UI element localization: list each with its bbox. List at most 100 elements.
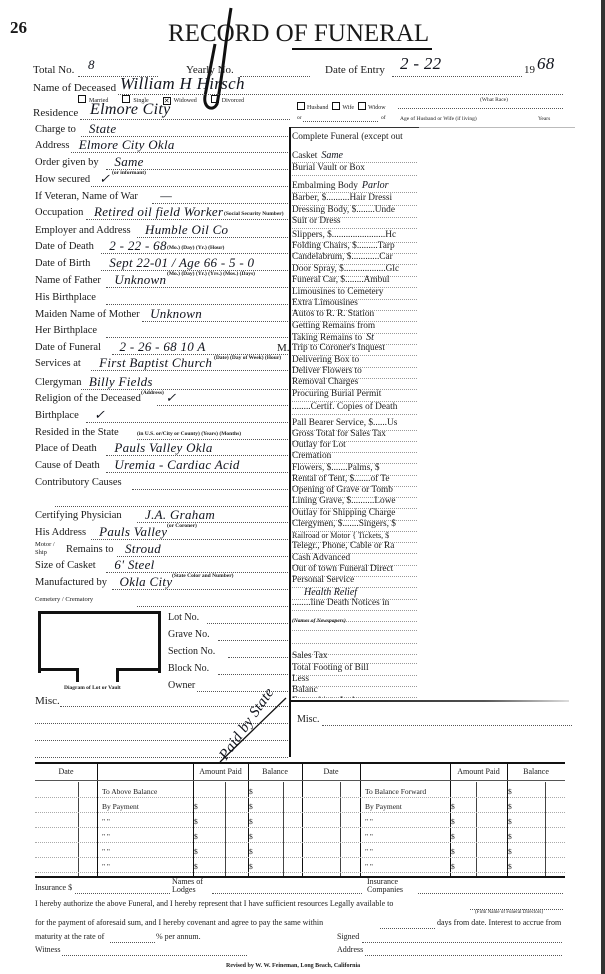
field-label-manufactured-by: Manufactured by — [35, 577, 108, 588]
lot-field-line — [217, 640, 288, 641]
currency-sign: $ — [451, 802, 455, 811]
field-label-birthplace: Birthplace — [35, 410, 79, 421]
charge-item-label: Taking Remains to — [292, 333, 363, 343]
field-line-cemetery-crematory — [137, 606, 288, 607]
payment-row-label-left: By Payment — [102, 802, 139, 811]
residence-value: Elmore City — [90, 101, 171, 118]
charge-item-line — [292, 389, 417, 390]
field-note-clergyman: (Address) — [141, 390, 164, 396]
charge-item: Opening of Grave or Tomb — [292, 485, 393, 496]
charge-item-line — [292, 565, 417, 566]
charge-item-label: Flowers, $.......Palms, $ — [292, 463, 380, 473]
lot-field-label: Block No. — [168, 663, 210, 674]
charge-item-label: Deliver Flowers to — [292, 366, 362, 376]
field-value-order-given-by: Same — [114, 154, 144, 169]
insurance-label: Insurance $ — [35, 883, 73, 892]
field-line-birthplace — [86, 422, 288, 423]
payments-header-amount-paid: Amount Paid — [457, 767, 500, 776]
charge-item-label: Folding Chairs, $.........Tarp — [292, 241, 395, 251]
lot-field-line — [207, 623, 288, 624]
field-label-certifying-physician: Certifying Physician — [35, 510, 122, 521]
currency-sign: $ — [508, 847, 512, 856]
charge-item: Door Spray, $..................Glc — [292, 264, 399, 275]
or-line — [303, 121, 378, 122]
right-misc-label: Misc. — [297, 714, 320, 725]
companies-line — [418, 893, 563, 894]
charge-item-label: ........Certif. Copies of Death — [292, 402, 398, 412]
field-label-contributory-causes: Contributory Causes — [35, 477, 122, 488]
payment-row-line — [35, 857, 565, 858]
currency-sign: $ — [194, 862, 198, 871]
currency-sign: $ — [249, 787, 253, 796]
field-label-order-given-by: Order given by — [35, 157, 99, 168]
payment-row-label-left: " " — [102, 862, 110, 871]
percent-label: % per annum. — [156, 932, 201, 941]
signed-label: Signed — [337, 932, 360, 941]
payment-row-label-left: To Above Balance — [102, 787, 158, 796]
rate-line — [110, 942, 155, 943]
currency-sign: $ — [249, 847, 253, 856]
field-label-charge-to: Charge to — [35, 124, 76, 135]
scan-edge — [601, 0, 605, 974]
charge-item-line — [292, 367, 417, 368]
charge-item-line — [292, 475, 417, 476]
field-note-date-of-death: (Mo.) (Day) (Yr.) (Hour) — [167, 245, 225, 251]
lot-field-label: Section No. — [168, 646, 216, 657]
field-label-cause-of-death: Cause of Death — [35, 460, 100, 471]
charge-item-label: Rental of Tent, $.......of Te — [292, 474, 390, 484]
field-value-religion-of-the-deceased: ✓ — [165, 390, 177, 405]
misc-line-1 — [60, 706, 288, 707]
charge-item: ........Certif. Copies of Death — [292, 402, 397, 413]
charge-item-line — [292, 675, 417, 676]
currency-sign: $ — [194, 847, 198, 856]
or-label: or — [297, 115, 302, 121]
charge-item: (Names of Newspapers) — [292, 618, 346, 625]
charge-item: Trip to Coroner's Inquest — [292, 343, 385, 354]
total-no-line — [78, 76, 158, 77]
charge-item-line — [292, 401, 417, 402]
charges-top-rule — [419, 127, 575, 128]
lot-field-label: Lot No. — [168, 612, 200, 623]
charge-item: Cremation — [292, 451, 331, 462]
charge-item-line — [292, 663, 417, 664]
field-value-size-of-casket: 6' Steel — [114, 557, 155, 572]
charge-item: Personal Service — [292, 575, 354, 586]
checkbox-icon[interactable] — [78, 95, 86, 103]
field-line-date-of-funeral — [111, 354, 288, 355]
charge-item-line — [292, 441, 417, 442]
checkbox-icon[interactable] — [210, 95, 219, 103]
charge-item: Barber, $..........Hair Dressi — [292, 193, 392, 204]
currency-sign: $ — [508, 787, 512, 796]
field-line-how-secured — [91, 186, 288, 187]
currency-sign: $ — [249, 832, 253, 841]
field-suffix: M. — [277, 342, 290, 354]
checkbox-icon[interactable] — [332, 102, 341, 110]
age-spouse-label: Age of Husband or Wife (if living) — [400, 116, 477, 122]
days-line — [380, 928, 435, 929]
field-label-her-birthplace: Her Birthplace — [35, 325, 98, 336]
charge-item-label: Less — [292, 674, 310, 684]
checkbox-icon[interactable] — [122, 95, 131, 103]
field-value-certifying-physician: J.A. Graham — [145, 507, 216, 522]
payments-header-date: Date — [58, 767, 74, 776]
charge-item-label: Personal Service — [292, 575, 355, 585]
payment-row-label-right: " " — [365, 832, 373, 841]
checkbox-icon[interactable] — [297, 102, 305, 110]
payment-row-label-left: " " — [102, 832, 110, 841]
charge-item-line — [292, 310, 417, 311]
field-label-if-veteran-name-of-war: If Veteran, Name of War — [35, 191, 138, 202]
field-line-resided-in-the-state — [137, 439, 288, 440]
charge-item-line — [292, 576, 417, 577]
field-note-order-given-by: (or informant) — [112, 170, 146, 176]
column-rule — [302, 762, 303, 876]
checkbox-icon[interactable] — [358, 102, 367, 110]
charge-item: Taking Remains to St — [292, 332, 374, 344]
checkbox-icon[interactable]: ✕ — [162, 97, 171, 105]
charge-item: Autos to R. R. Station — [292, 309, 374, 320]
charge-item: Suit or Dress — [292, 216, 341, 227]
charge-item-line — [292, 242, 417, 243]
spouse-option-label: Widow — [368, 105, 386, 111]
charge-item: Entered into Ledger, page — [292, 696, 388, 698]
paper-clip-icon — [203, 7, 233, 110]
charge-item: Slippers, $.......................Hc — [292, 230, 396, 241]
